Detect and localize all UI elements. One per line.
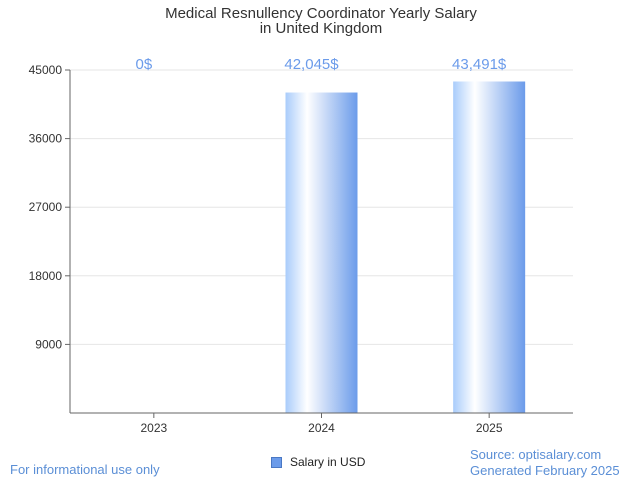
x-tick-label: 2025 (476, 421, 503, 435)
data-labels: 0$ 42,045$ 43,491$ (135, 56, 506, 73)
chart-title: Medical Resnullency Coordinator Yearly S… (165, 5, 477, 22)
bar (453, 81, 526, 414)
y-tick-label: 9000 (35, 337, 62, 351)
axis-ticks: 9000 18000 27000 36000 45000 2023 2024 2025 (29, 63, 503, 435)
y-tick-label: 18000 (29, 269, 63, 283)
source-block: Source: optisalary.com Generated Februar… (470, 447, 620, 479)
x-tick-label: 2024 (308, 421, 335, 435)
bars (285, 81, 526, 414)
y-tick-label: 45000 (29, 63, 63, 77)
disclaimer-text: For informational use only (10, 462, 160, 477)
data-label: 42,045$ (284, 56, 339, 73)
y-tick-label: 27000 (29, 200, 63, 214)
chart-subtitle: in United Kingdom (260, 20, 383, 37)
y-tick-label: 36000 (29, 132, 63, 146)
legend-swatch (271, 456, 282, 468)
generated-text: Generated February 2025 (470, 463, 620, 478)
data-label: 43,491$ (452, 56, 507, 73)
legend-label: Salary in USD (290, 455, 366, 469)
source-text[interactable]: Source: optisalary.com (470, 447, 602, 462)
bar (285, 92, 358, 413)
data-label: 0$ (135, 56, 152, 73)
x-tick-label: 2023 (140, 421, 167, 435)
legend[interactable]: Salary in USD (271, 455, 365, 469)
